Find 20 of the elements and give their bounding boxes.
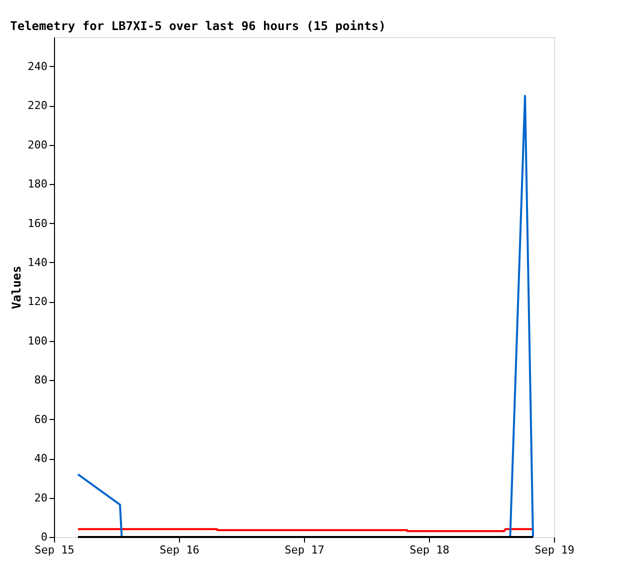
y-tick-label: 140 (28, 256, 48, 269)
y-tick-label: 20 (34, 491, 48, 504)
y-tick-label: 180 (28, 178, 48, 191)
x-tick-label: Sep 17 (284, 544, 324, 556)
y-tick-label: 220 (28, 99, 48, 112)
y-tick-label: 100 (28, 334, 48, 348)
y-tick-label: 200 (28, 138, 48, 152)
x-tick-label: Sep 15 (34, 544, 74, 556)
y-tick-label: 80 (34, 374, 48, 387)
y-tick-label: 40 (34, 452, 48, 466)
x-tick-label: Sep 18 (410, 544, 450, 556)
y-axis-title: Values (10, 266, 24, 310)
y-tick-label: 120 (28, 295, 48, 308)
y-tick-label: 160 (28, 216, 48, 230)
x-tick-label: Sep 19 (534, 544, 574, 556)
y-tick-label: 60 (34, 412, 48, 426)
x-tick-label: Sep 16 (160, 544, 200, 556)
y-tick-label: 0 (40, 530, 48, 544)
chart-title: Telemetry for LB7XI-5 over last 96 hours (15 points) (10, 19, 386, 33)
y-tick-label: 240 (28, 60, 48, 73)
